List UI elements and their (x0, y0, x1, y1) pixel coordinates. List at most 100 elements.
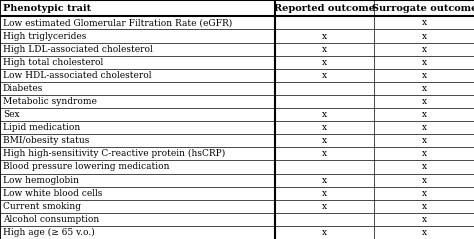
Bar (0, 174, 275, 187)
Bar (0, 0, 275, 16)
Text: x: x (322, 189, 327, 198)
Text: x: x (422, 84, 427, 93)
Bar (0, 121, 275, 134)
Text: Reported outcome: Reported outcome (274, 4, 375, 13)
Bar (275, 147, 374, 160)
Bar (0, 56, 275, 69)
Bar (374, 29, 474, 43)
Text: High age (≥ 65 v.o.): High age (≥ 65 v.o.) (3, 228, 95, 237)
Text: Alcohol consumption: Alcohol consumption (3, 215, 99, 224)
Text: x: x (322, 71, 327, 80)
Bar (0, 82, 275, 95)
Text: x: x (322, 45, 327, 54)
Bar (374, 82, 474, 95)
Bar (374, 187, 474, 200)
Text: x: x (322, 123, 327, 132)
Bar (0, 29, 275, 43)
Bar (275, 95, 374, 108)
Text: BMI/obesity status: BMI/obesity status (3, 136, 89, 145)
Text: x: x (422, 97, 427, 106)
Bar (374, 69, 474, 82)
Bar (0, 213, 275, 226)
Bar (0, 69, 275, 82)
Text: Metabolic syndrome: Metabolic syndrome (3, 97, 97, 106)
Text: x: x (422, 110, 427, 119)
Bar (275, 29, 374, 43)
Text: x: x (422, 45, 427, 54)
Bar (275, 174, 374, 187)
Bar (0, 108, 275, 121)
Text: High high-sensitivity C-reactive protein (hsCRP): High high-sensitivity C-reactive protein… (3, 149, 225, 158)
Bar (275, 43, 374, 56)
Text: High LDL-associated cholesterol: High LDL-associated cholesterol (3, 45, 153, 54)
Bar (275, 0, 374, 16)
Bar (275, 16, 374, 29)
Text: x: x (422, 176, 427, 185)
Text: x: x (422, 58, 427, 67)
Text: x: x (322, 32, 327, 41)
Bar (275, 121, 374, 134)
Bar (275, 56, 374, 69)
Bar (275, 134, 374, 147)
Text: x: x (422, 136, 427, 145)
Text: Low HDL-associated cholesterol: Low HDL-associated cholesterol (3, 71, 151, 80)
Text: Blood pressure lowering medication: Blood pressure lowering medication (3, 163, 169, 171)
Bar (275, 213, 374, 226)
Text: x: x (422, 189, 427, 198)
Bar (0, 134, 275, 147)
Bar (275, 108, 374, 121)
Text: x: x (422, 123, 427, 132)
Bar (374, 56, 474, 69)
Text: Current smoking: Current smoking (3, 202, 81, 211)
Bar (374, 0, 474, 16)
Text: x: x (422, 202, 427, 211)
Bar (374, 226, 474, 239)
Bar (374, 147, 474, 160)
Text: x: x (422, 163, 427, 171)
Bar (0, 147, 275, 160)
Bar (374, 108, 474, 121)
Text: Diabetes: Diabetes (3, 84, 43, 93)
Bar (374, 213, 474, 226)
Bar (374, 200, 474, 213)
Bar (0, 43, 275, 56)
Text: x: x (422, 71, 427, 80)
Bar (374, 95, 474, 108)
Text: Sex: Sex (3, 110, 19, 119)
Bar (0, 16, 275, 29)
Text: x: x (322, 176, 327, 185)
Bar (374, 174, 474, 187)
Text: x: x (322, 110, 327, 119)
Bar (275, 82, 374, 95)
Bar (374, 134, 474, 147)
Bar (275, 200, 374, 213)
Text: Phenotypic trait: Phenotypic trait (3, 4, 91, 13)
Text: Lipid medication: Lipid medication (3, 123, 80, 132)
Bar (0, 187, 275, 200)
Text: x: x (322, 149, 327, 158)
Bar (275, 226, 374, 239)
Bar (0, 226, 275, 239)
Text: x: x (322, 202, 327, 211)
Text: x: x (422, 18, 427, 27)
Text: High total cholesterol: High total cholesterol (3, 58, 103, 67)
Bar (374, 43, 474, 56)
Bar (0, 95, 275, 108)
Bar (275, 187, 374, 200)
Bar (0, 160, 275, 174)
Bar (374, 160, 474, 174)
Text: x: x (422, 32, 427, 41)
Text: x: x (422, 215, 427, 224)
Text: High triglycerides: High triglycerides (3, 32, 86, 41)
Bar (374, 16, 474, 29)
Text: x: x (322, 58, 327, 67)
Bar (374, 121, 474, 134)
Text: Low white blood cells: Low white blood cells (3, 189, 102, 198)
Bar (275, 69, 374, 82)
Bar (275, 160, 374, 174)
Text: x: x (322, 136, 327, 145)
Text: x: x (422, 228, 427, 237)
Text: Low estimated Glomerular Filtration Rate (eGFR): Low estimated Glomerular Filtration Rate… (3, 18, 232, 27)
Bar (0, 200, 275, 213)
Text: x: x (422, 149, 427, 158)
